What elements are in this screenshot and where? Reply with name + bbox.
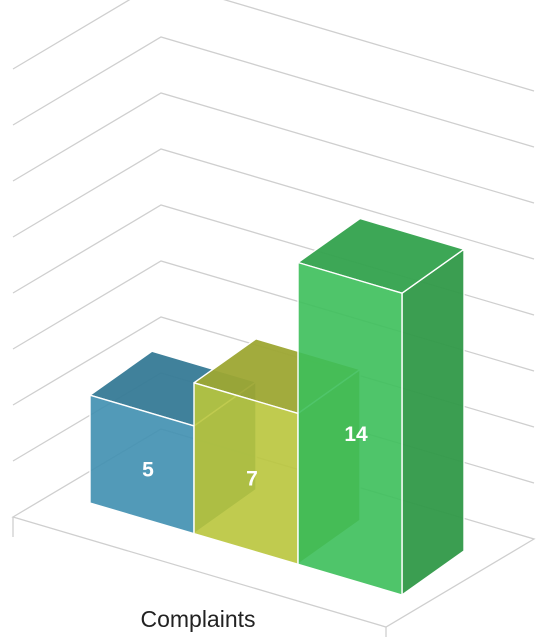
data-label: 5 [142,458,154,481]
bar [297,217,465,596]
data-label: 7 [246,468,258,491]
data-labels: 5 7 14 [142,423,368,491]
gridline [12,148,535,260]
gridline [12,92,535,204]
bars [89,217,465,596]
gridline [12,0,535,92]
gridline [12,36,535,148]
bar-front-face [297,261,403,596]
x-axis-title: Complaints [140,606,255,632]
bar-side-face [401,248,465,596]
gridlines [12,0,535,484]
data-label: 14 [344,423,368,446]
